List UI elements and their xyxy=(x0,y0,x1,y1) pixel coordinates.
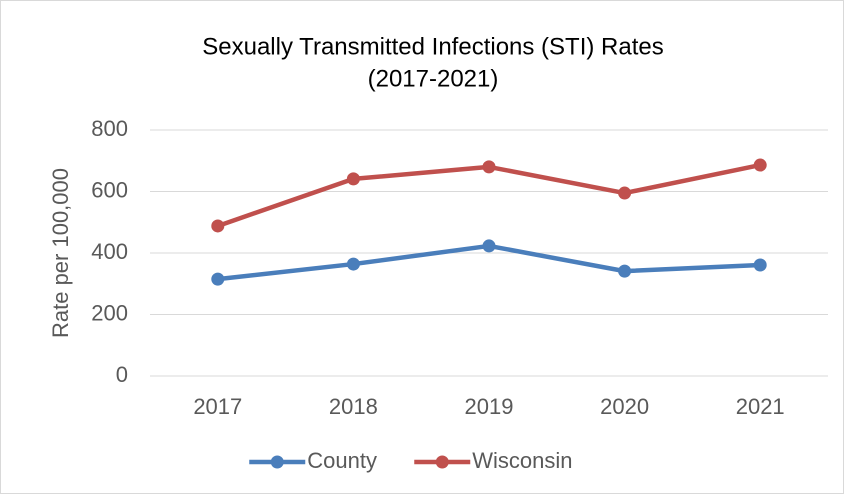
x-tick-label: 2021 xyxy=(736,394,785,419)
y-tick-label: 0 xyxy=(116,362,128,387)
chart-title: (2017-2021) xyxy=(368,65,499,92)
data-point xyxy=(618,264,632,278)
data-point xyxy=(482,160,496,174)
data-point xyxy=(753,158,767,172)
y-tick-label: 200 xyxy=(91,300,128,325)
data-point xyxy=(618,186,632,200)
data-point xyxy=(346,172,360,186)
y-tick-label: 600 xyxy=(91,177,128,202)
legend-marker xyxy=(270,455,284,469)
y-tick-label: 400 xyxy=(91,239,128,264)
x-tick-label: 2017 xyxy=(193,394,242,419)
legend-label: County xyxy=(307,448,377,473)
data-point xyxy=(753,258,767,272)
data-point xyxy=(211,272,225,286)
y-tick-label: 800 xyxy=(91,116,128,141)
chart-title: Sexually Transmitted Infections (STI) Ra… xyxy=(202,33,664,60)
legend-label: Wisconsin xyxy=(472,448,572,473)
x-tick-label: 2020 xyxy=(600,394,649,419)
data-point xyxy=(346,257,360,271)
x-tick-label: 2018 xyxy=(329,394,378,419)
y-axis-label: Rate per 100,000 xyxy=(48,168,73,338)
legend-marker xyxy=(435,455,449,469)
data-point xyxy=(482,239,496,253)
data-point xyxy=(211,219,225,233)
x-tick-label: 2019 xyxy=(465,394,514,419)
